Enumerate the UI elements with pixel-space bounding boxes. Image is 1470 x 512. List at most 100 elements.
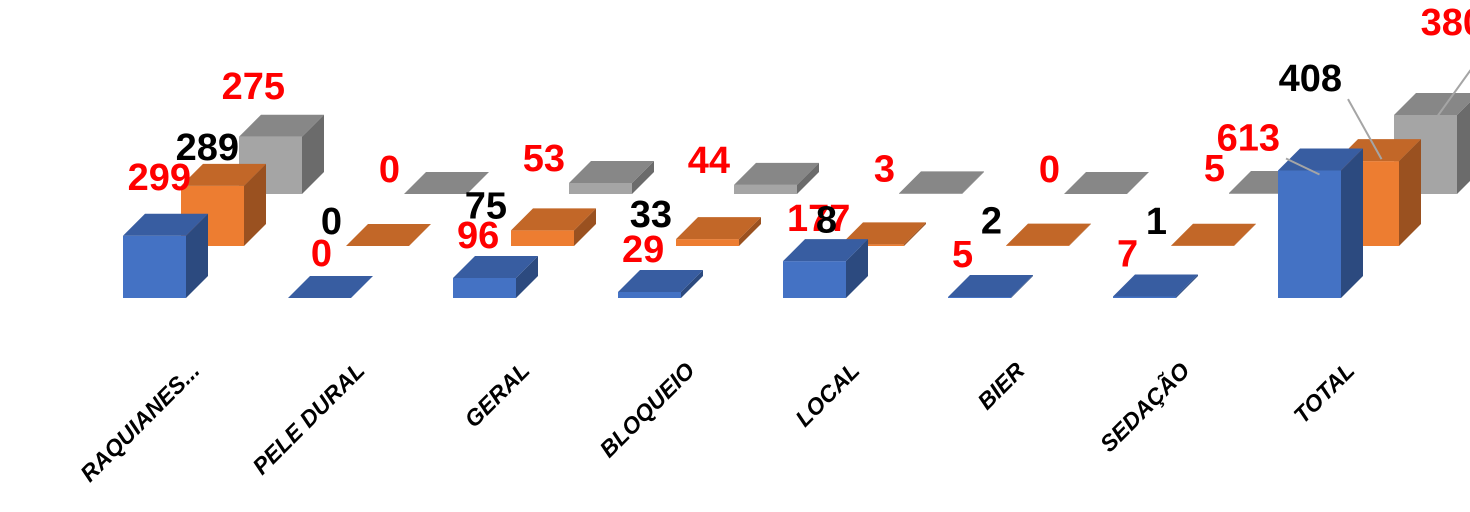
bar-top — [1064, 172, 1149, 194]
bar-top — [1006, 223, 1091, 246]
bar-s2-3 — [511, 208, 596, 246]
bar-s2-6 — [1006, 223, 1091, 246]
bar-s1-3 — [453, 256, 538, 298]
data-labels-layer: 299 0 96 29 177 5 7 613 289 0 75 33 8 2 1 408 275 0 53 44 3 0… — [128, 2, 1470, 276]
bar-front — [1278, 170, 1341, 298]
category-label-2: PELE DURAL — [247, 357, 369, 479]
data-label-s2-4: 33 — [630, 194, 672, 236]
bar-s1-7 — [1113, 274, 1198, 298]
bar-s2-5 — [841, 222, 926, 246]
data-label-s1-6: 5 — [952, 234, 973, 276]
data-label-s3-3: 53 — [523, 138, 565, 180]
category-axis: RAQUIANES... PELE DURAL GERAL BLOQUEIO LOCAL… — [75, 356, 1360, 486]
bar-side — [516, 256, 538, 298]
bar-top — [239, 114, 324, 137]
category-label-8: TOTAL — [1288, 357, 1359, 428]
bar-front — [569, 182, 632, 194]
bar-side — [797, 162, 819, 194]
bar-front — [453, 278, 516, 298]
bar-side — [302, 114, 324, 194]
bar-top — [123, 213, 208, 236]
label-leader-line — [1347, 98, 1383, 160]
bar-front — [123, 235, 186, 298]
bar-side — [1011, 274, 1033, 298]
bar-front — [676, 239, 739, 246]
category-label-7: SEDAÇÃO — [1094, 356, 1194, 456]
bar-front — [734, 184, 797, 194]
data-label-s2-6: 2 — [981, 201, 1002, 243]
bar-s2-2 — [346, 224, 431, 246]
bar-top — [1171, 223, 1256, 246]
bar-s1-2 — [288, 276, 373, 298]
category-label-1: RAQUIANES... — [75, 357, 205, 487]
data-label-s2-1: 289 — [176, 127, 239, 169]
bar-front — [899, 193, 962, 194]
bar-top — [181, 163, 266, 186]
bar-top — [346, 224, 431, 246]
bar-s2-4 — [676, 217, 761, 246]
bar-top — [1394, 92, 1470, 115]
bar-front — [783, 261, 846, 298]
bar-s2-1 — [181, 163, 266, 246]
bar-top — [618, 269, 703, 292]
data-label-s3-6: 0 — [1039, 149, 1060, 191]
bar-s3-3 — [569, 160, 654, 194]
data-label-s1-2: 0 — [311, 233, 332, 275]
bar-top — [511, 208, 596, 231]
label-leader-line — [1434, 69, 1470, 120]
category-label-5: LOCAL — [790, 357, 864, 431]
bar-top — [783, 239, 868, 262]
bar-side — [1399, 139, 1421, 246]
bar-top — [288, 276, 373, 298]
label-leader-line — [1285, 157, 1320, 176]
bar-front — [618, 291, 681, 298]
bar-front — [1113, 296, 1176, 298]
data-label-s3-8: 380 — [1421, 2, 1470, 44]
data-label-s2-7: 1 — [1146, 201, 1167, 243]
bar-side — [244, 163, 266, 246]
bar-top — [841, 222, 926, 245]
bar-s3-4 — [734, 162, 819, 194]
bar-s2-7 — [1171, 223, 1256, 246]
bar-side — [1341, 148, 1363, 298]
bar-side — [1176, 274, 1198, 298]
bar-side — [632, 160, 654, 194]
bar-top — [676, 217, 761, 240]
data-label-s3-1: 275 — [222, 66, 285, 108]
data-label-s1-5: 177 — [787, 198, 850, 240]
bar-s1-8 — [1278, 148, 1363, 298]
data-label-s1-8: 613 — [1217, 117, 1280, 159]
data-label-s3-5: 3 — [874, 148, 895, 190]
bar-side — [186, 213, 208, 298]
data-label-s3-4: 44 — [688, 140, 730, 182]
bar-front — [511, 230, 574, 246]
data-label-s1-4: 29 — [622, 229, 664, 271]
category-label-4: BLOQUEIO — [594, 357, 699, 462]
bar-side — [574, 208, 596, 246]
bar-top — [899, 171, 984, 194]
bar-s3-2 — [404, 172, 489, 194]
bar-side — [1457, 101, 1470, 194]
bars-layer — [123, 92, 1470, 298]
bar-top — [1113, 274, 1198, 297]
bar-top — [404, 172, 489, 194]
data-label-s1-1: 299 — [128, 157, 191, 199]
bar-side — [1069, 223, 1091, 246]
data-label-s3-2: 0 — [379, 149, 400, 191]
data-label-s2-3: 75 — [465, 185, 507, 227]
bar-front — [948, 296, 1011, 298]
data-label-s2-8: 408 — [1279, 58, 1342, 100]
bar-s1-5 — [783, 239, 868, 298]
bar-side — [904, 222, 926, 246]
bar-s1-1 — [123, 213, 208, 298]
bar-top — [453, 256, 538, 279]
bar-top — [734, 162, 819, 185]
bar-side — [739, 217, 761, 246]
bar-side — [681, 269, 703, 298]
bar-top — [948, 274, 1033, 297]
data-label-s2-2: 0 — [321, 201, 342, 243]
category-label-3: GERAL — [459, 357, 534, 432]
bar-side — [962, 171, 984, 194]
data-label-s1-3: 96 — [457, 215, 499, 257]
data-label-s3-7: 5 — [1204, 148, 1225, 190]
